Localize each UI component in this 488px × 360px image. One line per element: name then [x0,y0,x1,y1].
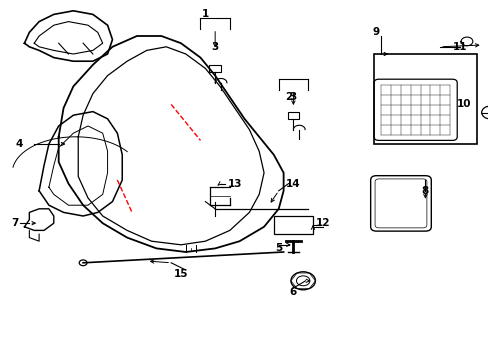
Text: 3: 3 [289,92,296,102]
Bar [273,216,312,234]
Text: 12: 12 [315,218,329,228]
Text: 1: 1 [202,9,208,19]
Text: 2: 2 [285,92,291,102]
Bar [373,54,476,144]
Text: 11: 11 [451,42,466,52]
Text: 10: 10 [456,99,471,109]
Text: 13: 13 [227,179,242,189]
Text: 8: 8 [421,186,428,196]
Text: 4: 4 [16,139,23,149]
Text: 6: 6 [289,287,296,297]
Text: 14: 14 [285,179,300,189]
Text: 15: 15 [173,269,188,279]
Text: 9: 9 [372,27,379,37]
Bar [287,112,299,119]
Text: 3: 3 [211,42,218,52]
Bar [209,65,221,72]
Text: 7: 7 [11,218,19,228]
Text: 5: 5 [275,243,282,253]
